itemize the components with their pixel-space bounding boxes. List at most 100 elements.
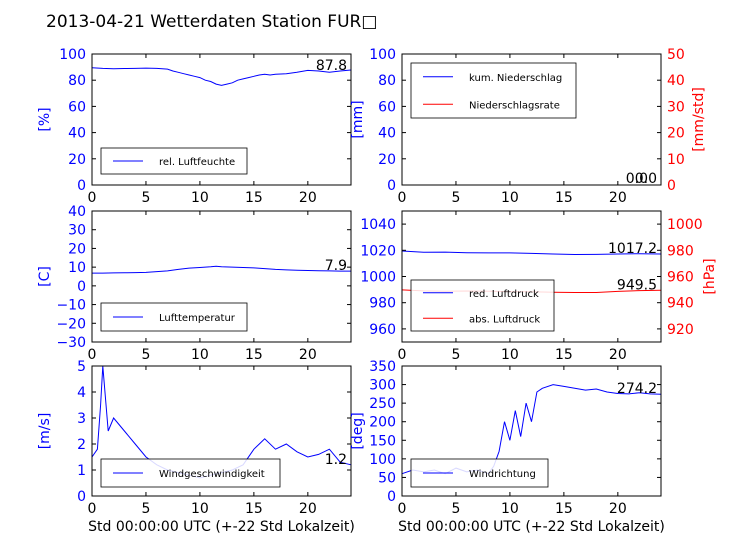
y2-tick-label: 0 xyxy=(667,178,676,194)
plot-frame-precipitation xyxy=(401,53,662,186)
y-tick-label: 1 xyxy=(77,463,86,479)
x-tick-label: 10 xyxy=(191,347,209,363)
legend-label: rel. Luftfeuchte xyxy=(159,157,235,168)
y-axis-label: [C] xyxy=(37,266,53,287)
y-tick-label: 60 xyxy=(68,99,86,115)
chart-humidity: 0 5 10 15 20 0 20 40 60 80 100 [%] 87.8 rel. Luftfeuc… xyxy=(37,47,352,206)
last-value-label: 949.5 xyxy=(617,277,657,293)
legend-temperature: Lufttemperatur xyxy=(100,302,248,332)
x-tick-label: 20 xyxy=(609,501,627,517)
x-tick-label: 15 xyxy=(245,347,263,363)
y-tick-label: 40 xyxy=(68,126,86,142)
legend-precipitation: kum. Niederschlag Niederschlagsrate xyxy=(410,62,577,119)
x-axis-label: Std 00:00:00 UTC (+-22 Std Lokalzeit) xyxy=(398,519,665,535)
x-tick-label: 10 xyxy=(191,190,209,206)
y-tick-label: 80 xyxy=(68,73,86,89)
last-value-label: 1017.2 xyxy=(608,241,657,257)
y-tick-label: 50 xyxy=(378,470,396,486)
y-axis-label: [m/s] xyxy=(37,413,53,450)
legend-label: abs. Luftdruck xyxy=(469,314,540,325)
y-tick-label: 60 xyxy=(378,99,396,115)
x-tick-label: 10 xyxy=(191,501,209,517)
legend-label: Lufttemperatur xyxy=(159,313,236,324)
y2-tick-label: 10 xyxy=(667,152,685,168)
x-tick-label: 20 xyxy=(609,347,627,363)
y-tick-label: 20 xyxy=(378,152,396,168)
y-tick-label: 4 xyxy=(77,385,86,401)
y-tick-label: 100 xyxy=(369,452,396,468)
x-tick-label: 0 xyxy=(88,190,97,206)
last-value-label: 0.0 xyxy=(626,171,648,187)
y-tick-label: 40 xyxy=(378,126,396,142)
y-tick-label: 20 xyxy=(68,241,86,257)
legend-box xyxy=(410,458,549,488)
y-tick-label: 0 xyxy=(77,489,86,505)
y2-tick-label: 30 xyxy=(667,99,685,115)
y-tick-label: −30 xyxy=(56,335,86,351)
last-value-label: 1.2 xyxy=(325,452,347,468)
y-tick-label: 0 xyxy=(77,178,86,194)
y-tick-label: 1000 xyxy=(360,270,396,286)
y2-tick-label: 40 xyxy=(667,73,685,89)
x-tick-label: 0 xyxy=(398,501,407,517)
y-tick-label: 5 xyxy=(77,359,86,375)
chart-temperature: 0 5 10 15 20 −30 −20 −10 0 10 20 30 40 [C] 7.9 Lufttemp… xyxy=(37,204,352,363)
y-tick-label: −20 xyxy=(56,316,86,332)
x-tick-label: 0 xyxy=(88,501,97,517)
y-tick-label: −10 xyxy=(56,298,86,314)
x-tick-label: 5 xyxy=(141,501,150,517)
x-tick-label: 15 xyxy=(555,190,573,206)
y-tick-label: 10 xyxy=(68,260,86,276)
plot-frame-winddirection xyxy=(401,365,662,497)
y-axis-label: [deg] xyxy=(350,412,366,449)
legend-label: kum. Niederschlag xyxy=(469,73,562,84)
x-tick-label: 5 xyxy=(451,347,460,363)
x-tick-label: 15 xyxy=(555,347,573,363)
y-tick-label: 3 xyxy=(77,411,86,427)
y2-tick-label: 50 xyxy=(667,47,685,63)
x-tick-label: 5 xyxy=(141,190,150,206)
y2-tick-label: 980 xyxy=(667,243,694,259)
x-tick-label: 15 xyxy=(245,501,263,517)
y-tick-label: 250 xyxy=(369,396,396,412)
legend-label: red. Luftdruck xyxy=(469,289,539,300)
x-tick-label: 0 xyxy=(398,347,407,363)
y-tick-label: 200 xyxy=(369,415,396,431)
last-value-label: 7.9 xyxy=(325,258,347,274)
y2-axis-label: [hPa] xyxy=(702,258,718,294)
plot-frame-windspeed xyxy=(91,365,352,497)
x-tick-label: 10 xyxy=(501,190,519,206)
y-tick-label: 2 xyxy=(77,437,86,453)
y2-tick-label: 20 xyxy=(667,126,685,142)
legend-winddirection: Windrichtung xyxy=(410,458,549,488)
x-tick-label: 20 xyxy=(299,190,317,206)
y-tick-label: 0 xyxy=(387,178,396,194)
y-tick-label: 300 xyxy=(369,378,396,394)
y-tick-label: 80 xyxy=(378,73,396,89)
series-line-pressure-0 xyxy=(401,250,662,256)
legend-box xyxy=(410,62,577,119)
y-tick-label: 0 xyxy=(387,489,396,505)
x-axis-label: Std 00:00:00 UTC (+-22 Std Lokalzeit) xyxy=(88,519,355,535)
series-line-temperature-0 xyxy=(92,265,351,274)
y-tick-label: 1020 xyxy=(360,243,396,259)
chart-windspeed: 0 5 10 15 20 0 1 2 3 4 5 [m/s] Std 00:00:00 UTC (+-2… xyxy=(37,359,355,535)
x-tick-label: 5 xyxy=(141,347,150,363)
plot-frame-temperature xyxy=(91,210,352,343)
legend-humidity: rel. Luftfeuchte xyxy=(100,147,248,175)
legend-box xyxy=(410,279,555,332)
series-line-humidity-0 xyxy=(91,67,352,86)
y-tick-label: 30 xyxy=(68,223,86,239)
x-tick-label: 5 xyxy=(451,501,460,517)
y-tick-label: 100 xyxy=(369,47,396,63)
x-tick-label: 10 xyxy=(501,501,519,517)
x-tick-label: 20 xyxy=(299,501,317,517)
y-tick-label: 1040 xyxy=(360,217,396,233)
x-tick-label: 20 xyxy=(299,347,317,363)
legend-label: Niederschlagsrate xyxy=(469,100,560,111)
y-tick-label: 980 xyxy=(369,296,396,312)
y2-tick-label: 940 xyxy=(667,296,694,312)
last-value-label: 0.0 xyxy=(635,171,657,187)
